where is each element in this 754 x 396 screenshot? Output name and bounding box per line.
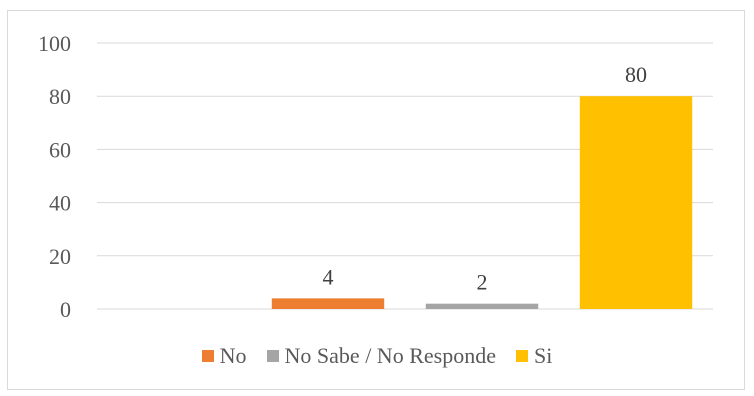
bar-si [579,96,693,309]
legend-label-no: No [219,343,247,368]
y-tick-label-100: 100 [38,31,71,56]
data-label-si: 80 [625,62,647,87]
legend: No No Sabe / No Responde Si [0,343,754,369]
y-axis-tick-labels: 0 20 40 60 80 100 [38,31,71,322]
legend-swatch-si [515,350,528,362]
y-tick-label-0: 0 [60,297,71,322]
data-label-no-sabe-no-responde: 2 [477,270,488,295]
legend-item-si: Si [515,343,553,369]
y-tick-label-20: 20 [49,244,71,269]
legend-swatch-no-sabe [266,350,279,362]
legend-label-si: Si [533,343,553,368]
legend-item-no-sabe: No Sabe / No Responde [266,343,496,369]
y-tick-label-80: 80 [49,84,71,109]
data-label-no: 4 [323,264,334,289]
legend-item-no: No [201,343,247,369]
legend-swatch-no [201,350,214,362]
bars [271,96,693,309]
bar-no [271,298,385,309]
y-tick-label-60: 60 [49,137,71,162]
bar-no-sabe-no-responde [425,303,539,309]
legend-label-no-sabe: No Sabe / No Responde [284,343,496,368]
y-tick-label-40: 40 [49,191,71,216]
data-labels: 4 2 80 [323,62,648,294]
